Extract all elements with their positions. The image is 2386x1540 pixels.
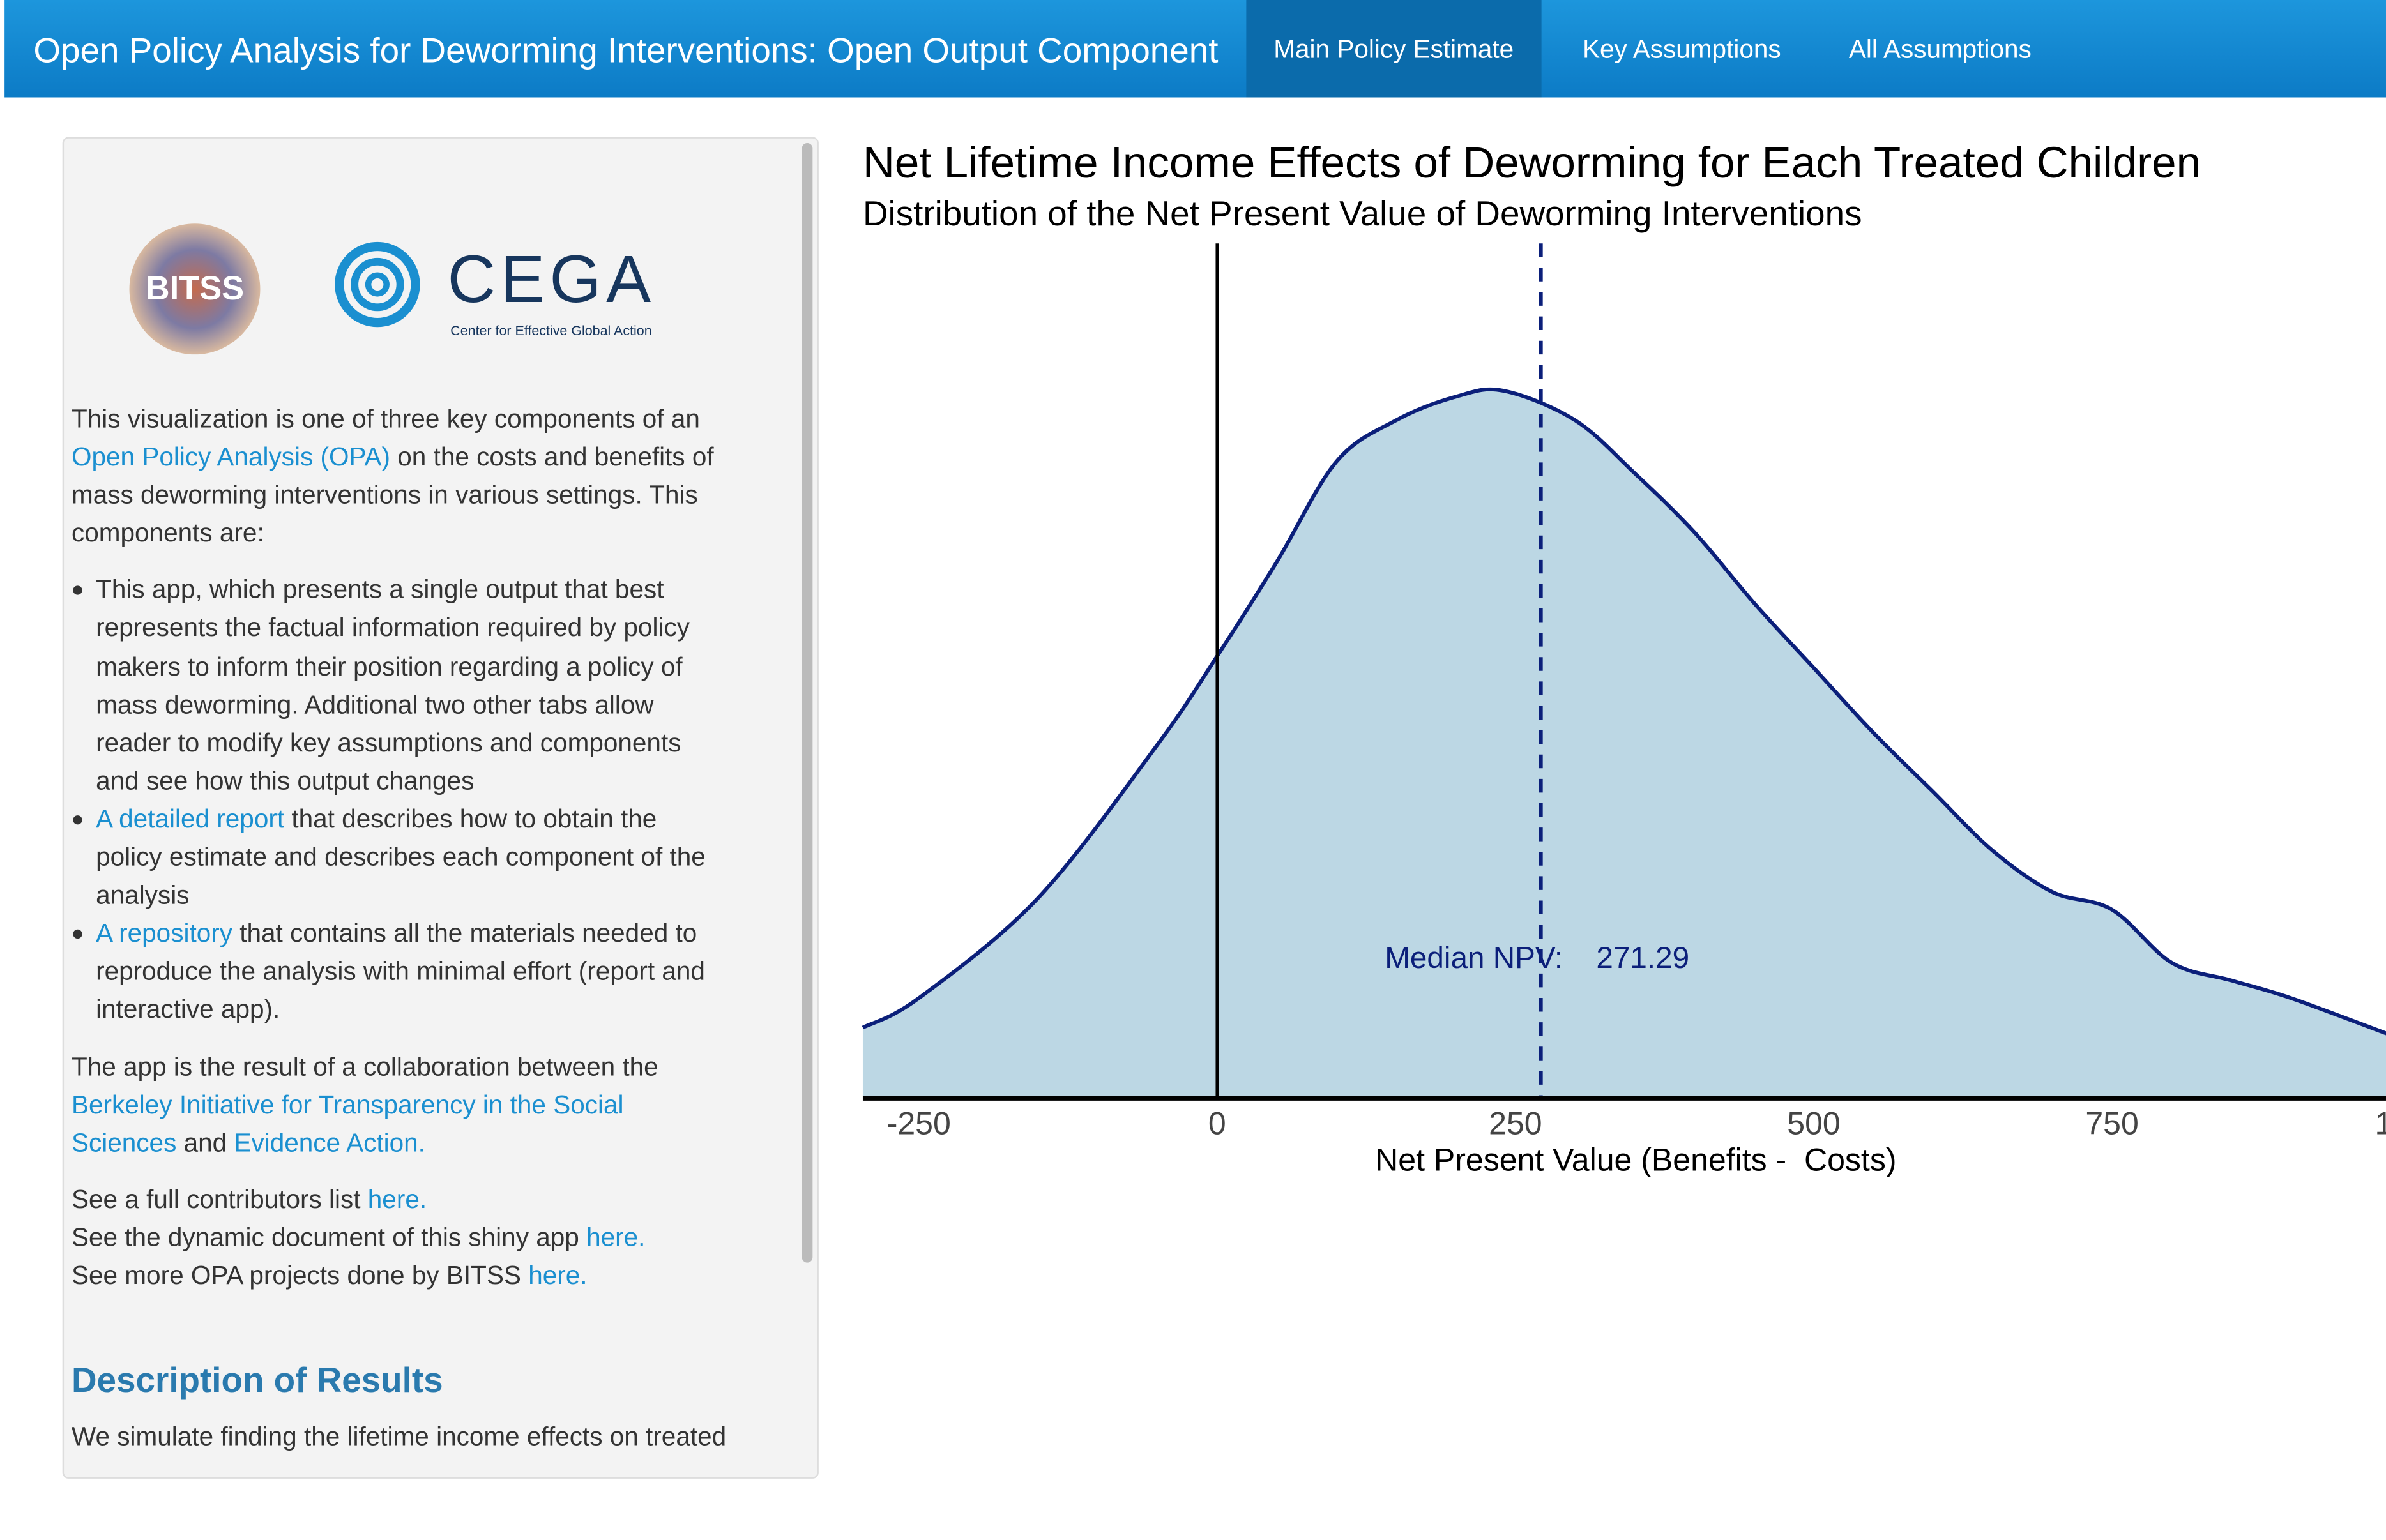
paragraph: This visualization is one of three key c… — [72, 400, 729, 553]
x-tick-label: 750 — [2085, 1105, 2138, 1141]
median-label: Median NPV: — [1385, 941, 1563, 975]
cega-subtitle: Center for Effective Global Action — [450, 323, 651, 338]
brand[interactable]: Open Policy Analysis for Deworming Inter… — [33, 30, 1219, 70]
sidebar-text: This visualization is one of three key c… — [72, 400, 729, 1475]
nav-tab[interactable]: Main Policy Estimate — [1246, 0, 1542, 98]
text: The app is the result of a collaboration… — [71, 1052, 658, 1081]
text: See a full contributors list — [71, 1184, 368, 1214]
paragraph: See a full contributors list here. See th… — [72, 1180, 729, 1294]
text: that contains all the materials needed t… — [96, 919, 705, 1025]
density-area — [862, 389, 2386, 1099]
bitss-logo — [129, 223, 261, 355]
cega-mark — [335, 241, 420, 328]
paragraph: The app is the result of a collaboration… — [72, 1047, 729, 1161]
link[interactable]: A repository — [96, 919, 232, 948]
bullet-item: A detailed report that describes how to … — [72, 800, 729, 914]
line: See more OPA projects done by BITSS here… — [72, 1257, 729, 1295]
text: See more OPA projects done by BITSS — [71, 1261, 529, 1290]
nav-tab[interactable]: All Assumptions — [1848, 34, 2032, 64]
x-tick-label: 250 — [1489, 1105, 1542, 1141]
median-value: 271.29 — [1596, 941, 1689, 975]
line: See a full contributors list here. — [72, 1180, 729, 1218]
text: See the dynamic document of this shiny a… — [71, 1223, 587, 1252]
x-tick-label: 500 — [1787, 1105, 1840, 1141]
chart-subtitle: Distribution of the Net Present Value of… — [863, 193, 1862, 233]
cega-text: CEGA — [447, 242, 655, 317]
nav-tab[interactable]: Key Assumptions — [1582, 34, 1781, 64]
x-tick-label: 1000 — [2375, 1105, 2386, 1141]
density-line — [862, 387, 2386, 1036]
navbar: Open Policy Analysis for Deworming Inter… — [4, 0, 2386, 98]
bullet-item: This app, which presents a single output… — [72, 571, 729, 800]
text: This visualization is one of three key c… — [71, 404, 700, 434]
line: See the dynamic document of this shiny a… — [72, 1218, 729, 1257]
link[interactable]: A detailed report — [96, 804, 285, 834]
bullet-list: This app, which presents a single output… — [72, 571, 729, 1029]
paragraph: We simulate finding the lifetime income … — [71, 1423, 727, 1452]
text: and — [176, 1128, 234, 1158]
x-axis-title: Net Present Value (Benefits - Costs) — [1375, 1142, 1896, 1178]
text: that describes how to obtain the policy … — [96, 804, 706, 910]
link[interactable]: Evidence Action. — [234, 1128, 425, 1158]
link[interactable]: Berkeley Initiative for Transparency in … — [71, 1090, 624, 1158]
sidebar: BITSS CEGA Center for Effective Global A… — [62, 137, 819, 1479]
link[interactable]: here. — [367, 1184, 427, 1214]
logos: BITSS CEGA Center for Effective Global A… — [129, 223, 655, 355]
section-heading: Description of Results — [71, 1360, 443, 1400]
link[interactable]: here. — [528, 1261, 588, 1290]
scrollbar[interactable] — [802, 142, 813, 1263]
text: This app, which presents a single output… — [96, 575, 690, 796]
x-tick-label: -250 — [887, 1105, 951, 1141]
x-tick-label: 0 — [1208, 1105, 1226, 1141]
chart-title: Net Lifetime Income Effects of Deworming… — [863, 137, 2201, 187]
text: on the costs and benefits of mass deworm… — [71, 442, 714, 548]
bitss-text: BITSS — [146, 270, 244, 307]
link[interactable]: Open Policy Analysis (OPA) — [71, 442, 391, 472]
bullet-item: A repository that contains all the mater… — [72, 914, 729, 1029]
link[interactable]: here. — [586, 1223, 646, 1252]
